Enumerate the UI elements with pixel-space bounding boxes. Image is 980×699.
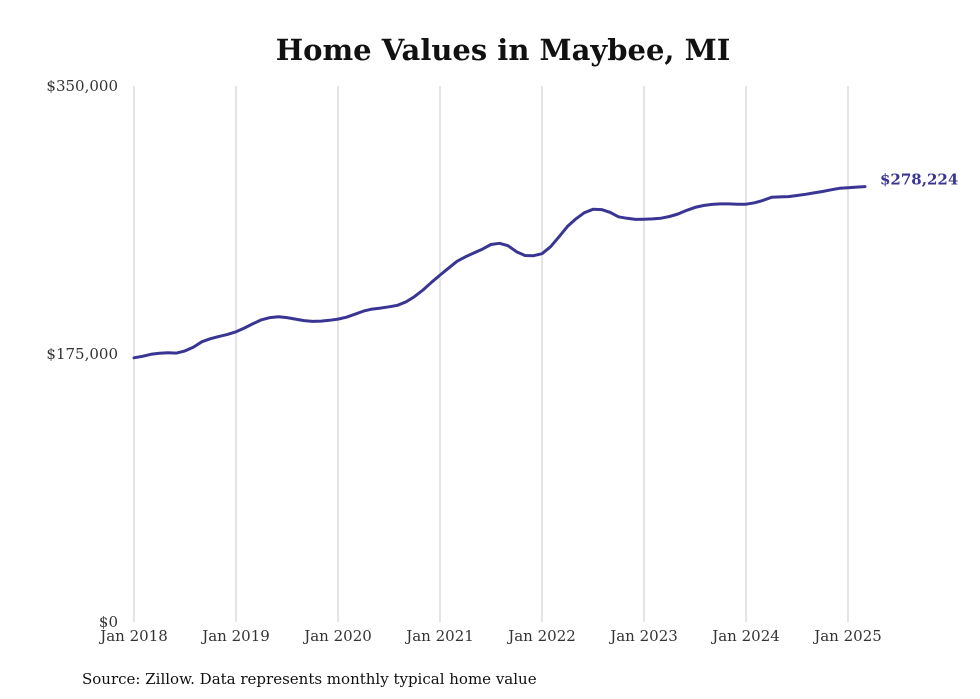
x-tick-label: Jan 2019 (200, 627, 270, 645)
series-line (132, 185, 867, 360)
series-layer: $278,224 (132, 171, 958, 360)
x-tick-label: Jan 2025 (812, 627, 882, 645)
x-tick-label: Jan 2021 (404, 627, 474, 645)
series-end-label: $278,224 (880, 171, 958, 189)
y-tick-label: $175,000 (46, 345, 118, 363)
x-tick-label: Jan 2023 (608, 627, 678, 645)
y-axis-ticks: $0 $175,000 $350,000 (46, 77, 118, 631)
chart-title: Home Values in Maybee, MI (276, 33, 731, 67)
x-tick-label: Jan 2018 (98, 627, 168, 645)
x-axis-ticks: Jan 2018 Jan 2019 Jan 2020 Jan 2021 Jan 2022… (98, 627, 882, 645)
x-tick-label: Jan 2022 (506, 627, 576, 645)
source-note: Source: Zillow. Data represents monthly … (82, 670, 537, 688)
x-tick-label: Jan 2020 (302, 627, 372, 645)
y-tick-label: $350,000 (46, 77, 118, 95)
grid (133, 86, 849, 622)
x-tick-label: Jan 2024 (710, 627, 780, 645)
y-tick-label: $0 (99, 613, 118, 631)
